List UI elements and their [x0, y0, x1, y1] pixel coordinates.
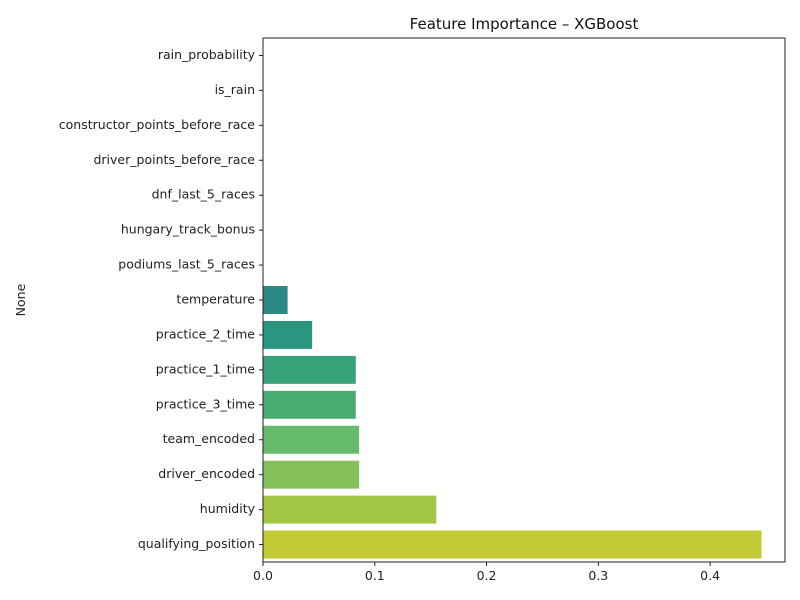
category-label: rain_probability	[158, 47, 256, 62]
category-label: practice_1_time	[156, 361, 256, 376]
category-label: hungary_track_bonus	[121, 222, 255, 237]
bars-layer	[263, 286, 762, 559]
category-label: driver_encoded	[158, 466, 255, 481]
bar-practice-1-time	[263, 355, 356, 384]
bar-driver-encoded	[263, 460, 360, 489]
x-tick-label: 0.0	[253, 568, 273, 583]
category-label: practice_2_time	[156, 326, 256, 341]
bar-temperature	[263, 286, 288, 314]
category-label: podiums_last_5_races	[118, 257, 255, 272]
category-label: practice_3_time	[156, 396, 256, 411]
category-label: driver_points_before_race	[93, 152, 255, 167]
category-label: dnf_last_5_races	[152, 187, 255, 202]
category-label: team_encoded	[163, 431, 255, 446]
category-label: constructor_points_before_race	[59, 117, 256, 132]
category-label: temperature	[176, 292, 255, 307]
x-tick-label: 0.1	[365, 568, 385, 583]
category-label: humidity	[200, 501, 256, 516]
bar-practice-3-time	[263, 390, 356, 419]
x-tick-label: 0.3	[588, 568, 608, 583]
bar-team-encoded	[263, 425, 360, 454]
x-tick-label: 0.2	[477, 568, 497, 583]
x-tick-label: 0.4	[700, 568, 720, 583]
category-label: qualifying_position	[138, 536, 255, 551]
y-axis-label: None	[13, 283, 28, 316]
bar-practice-2-time	[263, 320, 313, 349]
category-label: is_rain	[215, 82, 255, 97]
x-axis-ticks: 0.0 0.1 0.2 0.3 0.4	[253, 562, 720, 583]
chart-title: Feature Importance – XGBoost	[410, 15, 639, 33]
plot-frame	[262, 37, 786, 563]
bar-humidity	[263, 495, 437, 524]
category-labels: rain_probability is_rain constructor_point…	[59, 47, 263, 551]
bar-qualifying-position	[263, 530, 762, 559]
